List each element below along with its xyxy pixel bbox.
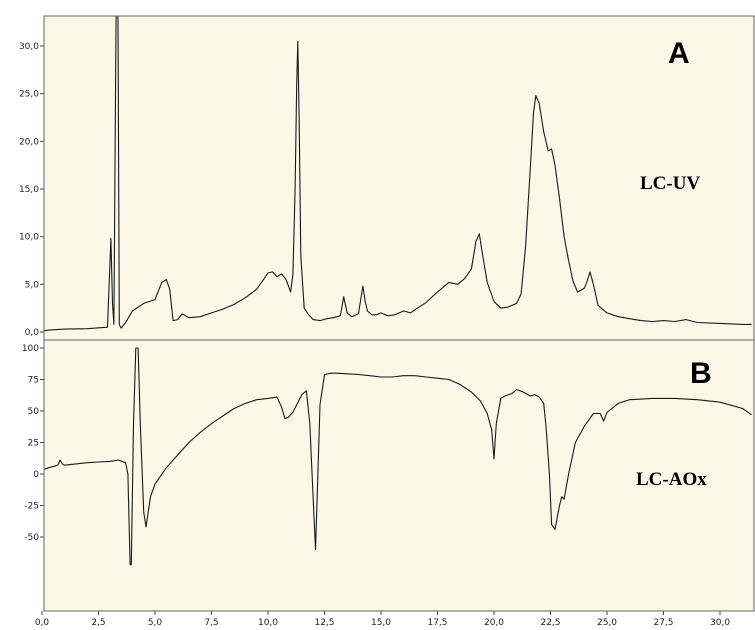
y-tick-label: 100 xyxy=(22,344,39,354)
y-tick-label: 10,0 xyxy=(19,233,39,243)
x-tick-label: 2,5 xyxy=(91,618,105,628)
panel-a-trace-label: LC-UV xyxy=(640,173,700,194)
x-tick-label: 30,0 xyxy=(710,618,730,628)
y-tick-label: 0 xyxy=(33,470,39,480)
y-tick-label: 25,0 xyxy=(19,90,39,100)
x-tick-label: 27,5 xyxy=(653,618,673,628)
panel-a-y-ticks: 0,0 5,0 10,0 15,0 20,0 25,0 30,0 xyxy=(19,42,44,338)
y-tick-label: 5,0 xyxy=(25,280,40,290)
x-tick-label: 12,5 xyxy=(314,618,334,628)
panel-b-y-ticks: -50 -25 0 25 50 75 100 xyxy=(22,344,44,543)
y-tick-label: 50 xyxy=(28,407,40,417)
x-tick-label: 0,0 xyxy=(35,618,50,628)
panel-b-frame xyxy=(43,339,755,612)
x-tick-label: 10,0 xyxy=(258,618,278,628)
y-tick-label: 15,0 xyxy=(19,185,39,195)
x-tick-label: 5,0 xyxy=(148,618,163,628)
x-tick-label: 7,5 xyxy=(204,618,218,628)
panel-a-letter: A xyxy=(668,37,690,70)
panel-b-background xyxy=(44,340,755,611)
x-tick-label: 17,5 xyxy=(427,618,447,628)
x-tick-label: 20,0 xyxy=(484,618,504,628)
panel-b-antioxidant-chromatogram: -50 -25 0 25 50 75 100 0,0 2,5 5,0 7,5 10,0 12,5 15,… xyxy=(22,339,755,628)
panel-a-background xyxy=(44,16,755,340)
panel-a-uv-trace xyxy=(44,16,752,332)
y-tick-label: -25 xyxy=(24,502,39,512)
y-tick-label: 25 xyxy=(28,439,39,449)
y-tick-label: 75 xyxy=(28,376,39,386)
y-tick-label: 0,0 xyxy=(25,328,40,338)
panel-a-uv-chromatogram: 0,0 5,0 10,0 15,0 20,0 25,0 30,0 A LC-UV xyxy=(19,15,755,341)
y-tick-label: -50 xyxy=(24,533,39,543)
x-tick-label: 25,0 xyxy=(597,618,617,628)
y-tick-label: 20,0 xyxy=(19,137,39,147)
panel-b-trace-label: LC-AOx xyxy=(636,469,707,490)
x-tick-label: 15,0 xyxy=(371,618,391,628)
x-tick-label: 22,5 xyxy=(540,618,560,628)
panel-b-letter: B xyxy=(690,357,712,390)
panel-b-aox-trace xyxy=(44,347,752,566)
y-tick-label: 30,0 xyxy=(19,42,39,52)
panel-b-x-ticks: 0,0 2,5 5,0 7,5 10,0 12,5 15,0 17,5 20,0 22,5 25,0… xyxy=(35,611,730,628)
